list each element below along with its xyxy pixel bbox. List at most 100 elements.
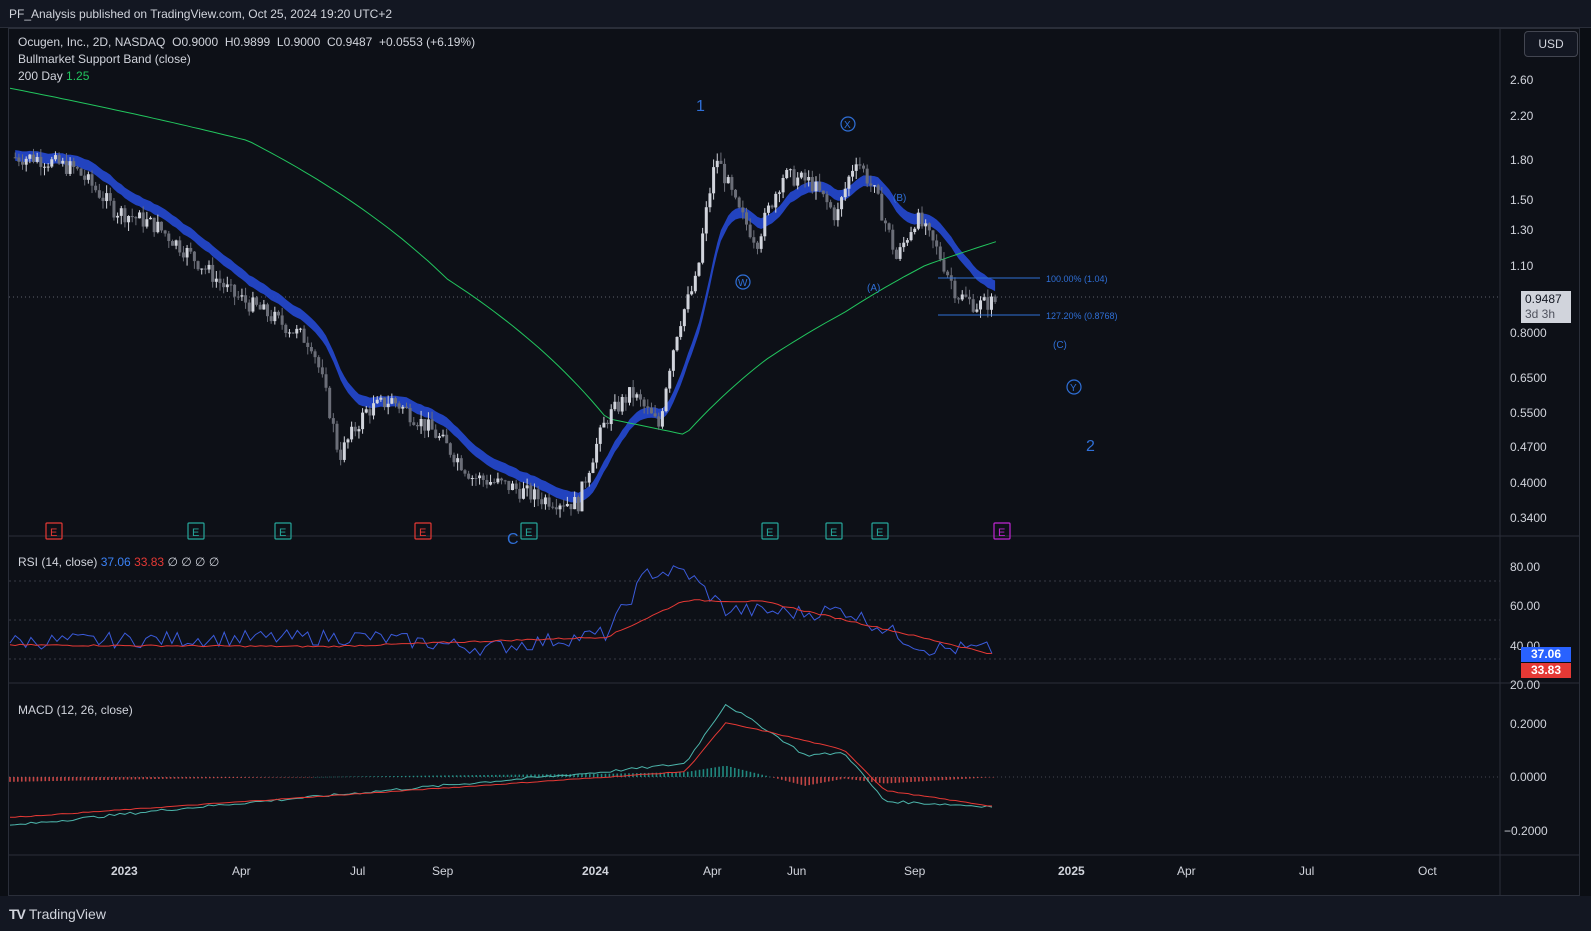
candle-body [935, 240, 939, 247]
macd-histogram-bar [353, 776, 356, 778]
candle-body [920, 212, 924, 227]
band-legend[interactable]: Bullmarket Support Band (close) [18, 52, 191, 66]
earnings-marker[interactable]: E [187, 522, 205, 540]
earnings-marker[interactable]: E [993, 522, 1011, 540]
macd-histogram-bar [773, 777, 775, 778]
earnings-marker[interactable]: E [520, 522, 538, 540]
candle-body [368, 409, 372, 416]
candle-body [375, 399, 379, 404]
macd-histogram-bar [107, 777, 109, 780]
candle-body [434, 429, 438, 438]
candle-body [569, 503, 573, 510]
macd-histogram-bar [369, 776, 372, 777]
svg-text:E: E [279, 527, 286, 539]
candle-body [766, 205, 770, 213]
earnings-marker[interactable]: E [871, 522, 889, 540]
macd-histogram-bar [400, 775, 403, 777]
macd-histogram-bar [306, 777, 309, 778]
rsi-legend[interactable]: RSI (14, close) 37.06 33.83 ∅ ∅ ∅ ∅ [18, 555, 219, 569]
macd-histogram-bar [48, 777, 50, 782]
candle-body [788, 169, 792, 171]
earnings-marker[interactable]: E [761, 522, 779, 540]
macd-histogram-bar [733, 767, 736, 777]
candle-body [993, 296, 997, 302]
candle-body [971, 299, 975, 312]
candle-body [64, 160, 68, 174]
rsi-axis[interactable]: 80.00 60.00 40.00 20.00 [1510, 560, 1540, 692]
macd-histogram-bar [612, 773, 615, 777]
price-tick: 0.3400 [1510, 511, 1547, 525]
time-tick: Sep [432, 864, 454, 878]
candle-body [737, 197, 741, 208]
candle-body [185, 247, 189, 258]
price-tick: 1.30 [1510, 223, 1534, 237]
earnings-marker[interactable]: E [45, 522, 63, 540]
macd-histogram-bar [487, 774, 489, 777]
candle-body [810, 177, 814, 192]
macd-histogram-bar [389, 776, 391, 777]
candle-body [116, 215, 120, 218]
macd-histogram-bar [914, 777, 916, 782]
macd-histogram-bar [40, 777, 43, 782]
macd-histogram-bar [988, 777, 991, 778]
candle-body [960, 294, 964, 300]
time-axis[interactable]: 2023 Apr Jul Sep 2024 Apr Jun Sep 2025 A… [111, 864, 1437, 878]
macd-lines[interactable] [9, 703, 995, 826]
candle-body [233, 284, 237, 297]
candle-body [339, 449, 343, 460]
candle-body [755, 242, 759, 249]
rsi-ma-badge: 33.83 [1521, 663, 1571, 678]
candle-body [397, 403, 401, 409]
macd-histogram-bar [146, 777, 148, 780]
candle-body [664, 388, 668, 412]
candle-body [638, 394, 642, 400]
macd-histogram-bar [134, 777, 137, 780]
currency-button[interactable]: USD [1524, 31, 1578, 57]
wave-labels[interactable]: 1 2 X W Y (A) (B) (C) C [507, 98, 1095, 548]
support-band[interactable] [15, 150, 996, 504]
macd-histogram-bar [859, 777, 861, 781]
ma200-legend[interactable]: 200 Day 1.25 [18, 69, 89, 83]
macd-histogram-bar [471, 775, 474, 777]
candle-body [61, 160, 65, 164]
time-tick: Sep [904, 864, 926, 878]
candle-body [262, 304, 266, 310]
candle-body [927, 223, 931, 231]
macd-histogram-bar [541, 774, 544, 777]
candle-body [313, 351, 317, 358]
symbol-legend[interactable]: Ocugen, Inc., 2D, NASDAQ O0.9000 H0.9899… [18, 35, 475, 49]
wave-label-1: 1 [696, 98, 705, 115]
macd-histogram-bar [483, 775, 485, 777]
tradingview-logo[interactable]: TV TradingView [9, 906, 106, 922]
earnings-marker[interactable]: E [414, 522, 432, 540]
earnings-marker[interactable]: E [274, 522, 292, 540]
candle-body [156, 221, 160, 233]
earnings-marker[interactable]: E [825, 522, 843, 540]
macd-histogram-bar [150, 777, 152, 780]
macd-histogram-bar [244, 777, 246, 778]
macd-histogram-bar [479, 775, 481, 777]
macd-histogram-bar [256, 777, 258, 778]
macd-histogram-bar [589, 773, 591, 777]
macd-legend[interactable]: MACD (12, 26, close) [18, 703, 133, 717]
price-candles[interactable] [13, 148, 997, 518]
candle-body [606, 422, 610, 425]
candle-body [946, 271, 950, 276]
candle-body [320, 367, 324, 375]
candle-body [423, 419, 427, 431]
earnings-markers[interactable]: E E E E E E E E [45, 522, 1011, 540]
macd-histogram-bar [79, 777, 82, 781]
macd-histogram-bar [835, 777, 838, 781]
macd-histogram-bar [816, 777, 818, 784]
macd-histogram-bar [64, 777, 66, 781]
candle-body [832, 207, 836, 221]
macd-histogram-bar [67, 777, 70, 781]
macd-axis[interactable]: 0.2000 0.0000 −0.2000 [1504, 717, 1548, 838]
macd-histogram-bar [114, 777, 117, 780]
rsi-lines[interactable] [9, 565, 993, 657]
candle-body [975, 309, 979, 312]
ma200-line[interactable] [9, 87, 997, 435]
candle-body [734, 189, 738, 198]
price-axis[interactable]: 2.60 2.20 1.80 1.50 1.30 1.10 0.8000 0.6… [1510, 73, 1547, 525]
